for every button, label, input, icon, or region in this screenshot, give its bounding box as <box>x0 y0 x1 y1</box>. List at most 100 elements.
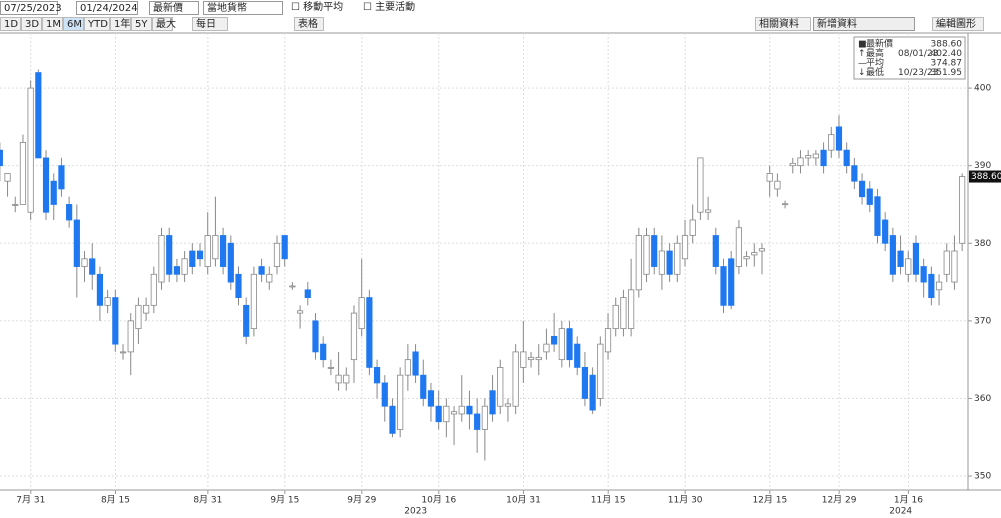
edit-chart[interactable]: 編輯圖形 <box>932 17 984 31</box>
candle-body <box>350 312 358 361</box>
last-price-label: 388.60 <box>971 172 1001 182</box>
range-button[interactable]: 1M <box>42 17 63 31</box>
candle-body <box>920 266 927 283</box>
candle-body <box>689 219 696 236</box>
candle-body <box>828 134 835 151</box>
candle-body <box>812 153 819 159</box>
candle-body <box>104 297 111 306</box>
candle-body <box>697 157 704 213</box>
candle-body <box>289 285 296 288</box>
candle-body <box>789 162 796 167</box>
candle-body <box>389 405 396 434</box>
x-tick-label: 7月 31 <box>16 495 45 506</box>
candle-body <box>604 328 612 353</box>
candle-body <box>250 273 257 330</box>
candle-body <box>381 382 388 407</box>
legend-label: 最低 <box>866 66 884 78</box>
start-date[interactable]: 07/25/2023 <box>0 1 62 15</box>
candle-body <box>805 155 812 159</box>
candle-body <box>705 209 712 213</box>
candle-body <box>512 351 519 407</box>
candle-body <box>12 204 19 206</box>
related-button[interactable]: 相關資料 <box>755 17 811 31</box>
candle-body <box>373 367 381 384</box>
range-button[interactable]: 最大 <box>152 17 176 31</box>
range-button[interactable]: 1年 <box>110 17 131 31</box>
table-button[interactable]: 表格 <box>294 17 324 31</box>
candle-body <box>581 367 589 399</box>
candle-body <box>189 250 196 267</box>
events-checkbox[interactable]: ☐ 主要活動 <box>360 1 419 15</box>
candle-body <box>19 142 27 205</box>
candle-body <box>127 320 134 353</box>
candle-body <box>589 374 596 411</box>
candle-body <box>943 250 950 275</box>
candle-body <box>612 304 619 330</box>
range-button[interactable]: 5Y <box>131 17 152 31</box>
candle-body <box>912 242 920 275</box>
field-select[interactable]: 最新價 <box>149 1 199 15</box>
candle-body <box>227 242 234 283</box>
legend-label: 平均 <box>866 57 884 69</box>
range-button[interactable]: 3D <box>21 17 42 31</box>
candle-body <box>397 374 404 430</box>
legend-label: 最高 <box>866 47 884 59</box>
end-date[interactable]: 01/24/2024 <box>76 1 138 15</box>
ma-checkbox[interactable]: ☐ 移動平均 <box>288 1 347 15</box>
candle-body <box>273 242 281 267</box>
period-select[interactable]: 每日 <box>192 17 228 31</box>
add-data[interactable]: 新增資料 <box>813 17 915 31</box>
candle-body <box>66 204 73 221</box>
x-tick-label: 12月 15 <box>752 495 787 506</box>
candle-body <box>466 405 473 415</box>
candle-body <box>42 157 50 213</box>
candle-body <box>427 390 435 407</box>
candle-body <box>781 203 789 206</box>
x-tick-label: 11月 15 <box>591 495 626 506</box>
candle-body <box>412 351 419 376</box>
candle-body <box>959 176 966 244</box>
range-button[interactable]: 1D <box>0 17 21 31</box>
candle-body <box>181 258 188 275</box>
legend-date: 10/23/23 <box>898 68 938 78</box>
candle-body <box>96 273 104 306</box>
currency-select[interactable]: 當地貨幣 <box>203 1 283 15</box>
candle-body <box>27 87 34 213</box>
candle-body <box>866 188 873 205</box>
candle-body <box>597 343 604 399</box>
candle-body <box>474 413 481 430</box>
candle-body <box>935 281 943 291</box>
candle-body <box>551 335 558 345</box>
legend-symbol: — <box>858 59 867 69</box>
candle-body <box>743 256 750 260</box>
candle-body <box>450 411 458 415</box>
candle-body <box>858 180 866 198</box>
candle-body <box>150 273 157 306</box>
candle-body <box>212 235 219 260</box>
events-label: 主要活動 <box>375 2 416 13</box>
candle-body <box>158 235 165 283</box>
candle-body <box>797 157 804 167</box>
candle-body <box>235 273 242 298</box>
range-button[interactable]: 6M <box>63 17 84 31</box>
y-tick-label: 360 <box>974 394 991 404</box>
candle-body <box>666 250 673 275</box>
candle-body <box>658 250 666 275</box>
legend-date: 08/01/23 <box>898 49 938 59</box>
candle-body <box>928 273 935 298</box>
candle-body <box>296 310 304 314</box>
range-button[interactable]: YTD <box>84 17 110 31</box>
candle-body <box>543 343 550 353</box>
x-tick-label: 8月 15 <box>101 495 130 506</box>
candle-body <box>905 258 912 275</box>
legend-value: 402.40 <box>931 49 963 59</box>
candle-body <box>651 235 658 267</box>
candle-body <box>851 165 858 182</box>
candle-body <box>712 235 719 267</box>
legend-box <box>853 36 966 80</box>
candle-body <box>112 297 119 345</box>
y-tick-label: 400 <box>974 84 991 94</box>
candle-body <box>735 227 742 267</box>
year-label: 2024 <box>889 507 912 517</box>
